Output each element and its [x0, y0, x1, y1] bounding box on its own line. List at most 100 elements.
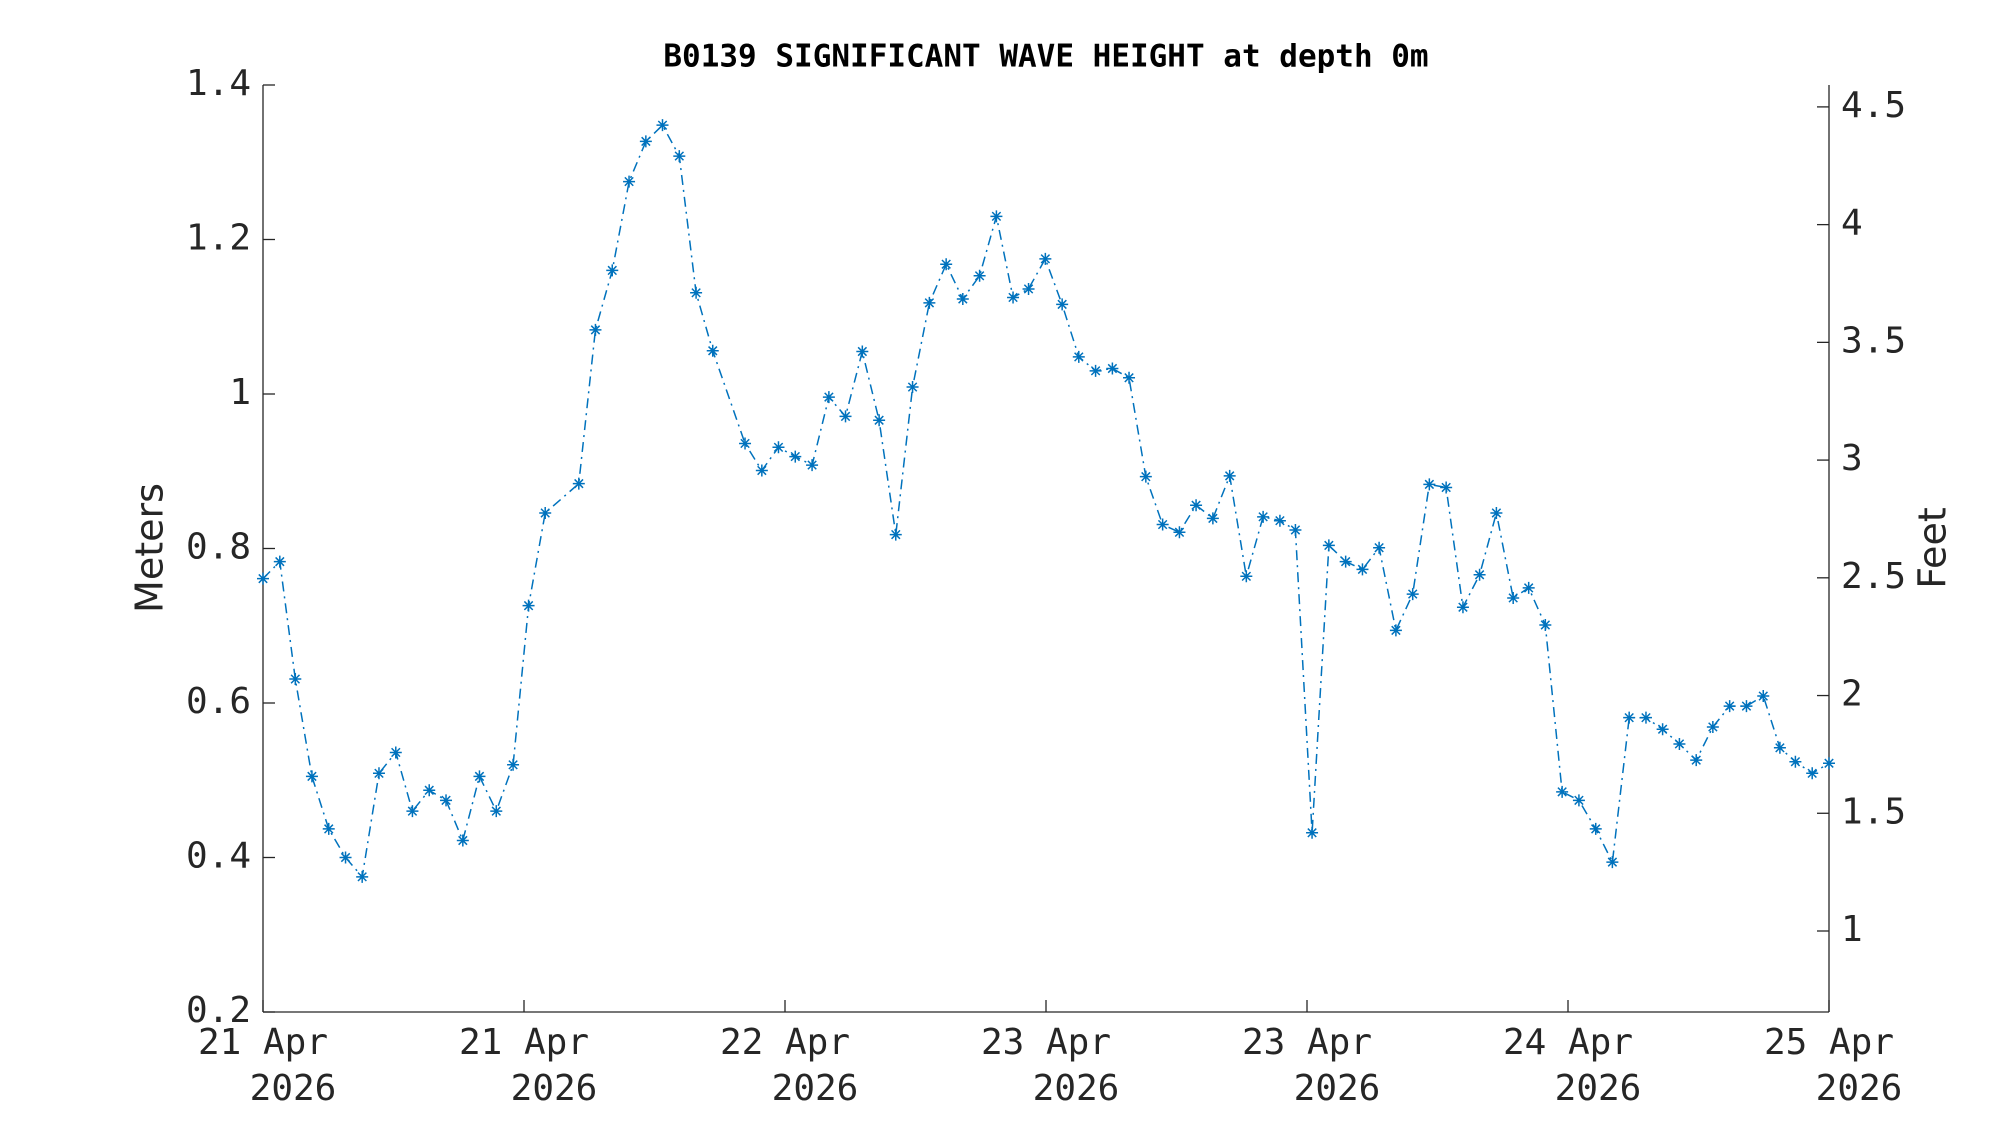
data-point [739, 437, 752, 450]
data-point [490, 805, 503, 818]
data-point [940, 258, 953, 271]
y-tick-label: 1.2 [186, 218, 251, 259]
data-point [1623, 711, 1636, 724]
x-tick-label: 21 Apr 2026 [459, 1022, 597, 1109]
x-tick-label: 21 Apr 2026 [198, 1022, 336, 1109]
data-point [1072, 350, 1085, 363]
data-point [1173, 526, 1186, 539]
y2-tick-label: 4 [1841, 203, 1863, 244]
data-point [1022, 282, 1035, 295]
data-point [990, 210, 1003, 223]
x-tick-label: 22 Apr 2026 [720, 1022, 858, 1109]
data-point [1139, 470, 1152, 483]
data-point [923, 296, 936, 309]
data-point [522, 599, 535, 612]
data-point [1606, 856, 1619, 869]
data-point [305, 770, 318, 783]
data-point [1240, 570, 1253, 583]
data-point [1273, 514, 1286, 527]
data-point [406, 805, 419, 818]
y-tick-label: 1 [229, 372, 251, 413]
data-point [1740, 700, 1753, 713]
data-point [1423, 478, 1436, 491]
data-point [1306, 826, 1319, 839]
data-point [456, 834, 469, 847]
y2-tick-label: 1.5 [1841, 791, 1906, 832]
data-point [623, 175, 636, 188]
data-point [1706, 720, 1719, 733]
y2-tick-label: 2.5 [1841, 556, 1906, 597]
data-point [1257, 510, 1270, 523]
data-point [1156, 518, 1169, 531]
data-point [856, 345, 869, 358]
y2-tick-label: 3.5 [1841, 320, 1906, 361]
data-point [273, 555, 286, 568]
data-point [423, 784, 436, 797]
y-tick-label: 0.8 [186, 527, 251, 568]
data-point [1823, 757, 1835, 770]
data-point [755, 464, 768, 477]
data-point [1639, 711, 1652, 724]
data-point [356, 870, 369, 883]
data-point [1056, 298, 1069, 311]
y-tick-label: 0.6 [186, 681, 251, 722]
data-point [1206, 512, 1219, 525]
data-point [656, 119, 669, 132]
data-point [473, 770, 486, 783]
data-point [257, 572, 269, 585]
data-point [973, 269, 986, 282]
x-tick-label: 25 Apr 2026 [1764, 1022, 1902, 1109]
data-point [1673, 737, 1686, 750]
data-point [1473, 568, 1486, 581]
x-tick-label: 23 Apr 2026 [1242, 1022, 1380, 1109]
data-point [1556, 785, 1569, 798]
data-point [539, 506, 552, 519]
chart-title: B0139 SIGNIFICANT WAVE HEIGHT at depth 0… [663, 39, 1428, 75]
data-point [1373, 541, 1386, 554]
data-point [389, 746, 402, 759]
data-point [1522, 581, 1535, 594]
data-point [1289, 523, 1302, 536]
y2-tick-label: 2 [1841, 674, 1863, 715]
data-point [906, 381, 919, 394]
data-point [889, 528, 902, 541]
data-point [1656, 723, 1669, 736]
data-point [1190, 499, 1203, 512]
data-point [572, 477, 585, 490]
data-point [956, 292, 969, 305]
data-point [706, 344, 719, 357]
y2-tick-label: 4.5 [1841, 85, 1906, 126]
data-point [440, 794, 453, 807]
data-point [839, 410, 852, 423]
data-point [1039, 252, 1052, 265]
y2-tick-label: 1 [1841, 909, 1863, 950]
data-point [1223, 469, 1236, 482]
data-point [1089, 364, 1102, 377]
data-point [822, 391, 835, 404]
data-point [1789, 755, 1802, 768]
data-point [1723, 700, 1736, 713]
data-point [589, 323, 602, 336]
data-point [1356, 563, 1369, 576]
data-point [1456, 601, 1469, 614]
data-point [1339, 555, 1352, 568]
data-point [1322, 539, 1335, 552]
data-point [289, 673, 302, 686]
data-point [789, 450, 802, 463]
data-point [772, 441, 785, 454]
data-point [806, 459, 819, 472]
data-point [339, 851, 352, 864]
data-point [1572, 794, 1585, 807]
data-point [1757, 690, 1770, 703]
data-point [606, 264, 619, 277]
data-point [507, 758, 520, 771]
data-point [1007, 291, 1020, 304]
data-point [322, 822, 335, 835]
x-tick-label: 23 Apr 2026 [981, 1022, 1119, 1109]
data-point [690, 286, 703, 299]
y2-axis-label: Feet [1911, 507, 1955, 588]
y-tick-label: 0.2 [186, 990, 251, 1031]
y-tick-label: 1.4 [186, 63, 251, 104]
